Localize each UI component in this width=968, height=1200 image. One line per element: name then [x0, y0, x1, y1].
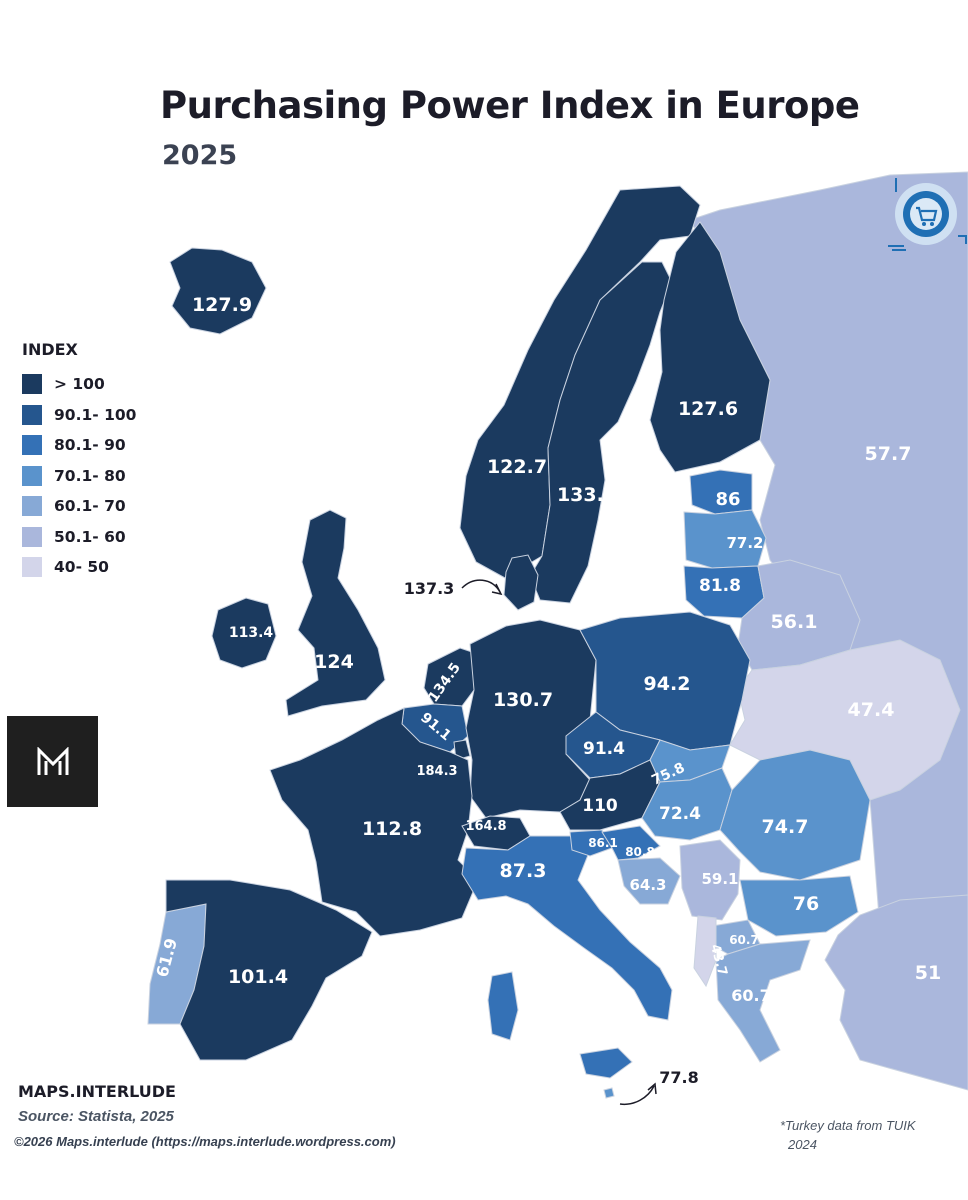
country-serbia [679, 839, 741, 921]
country-bulgaria [739, 875, 859, 937]
country-sardinia [487, 971, 519, 1041]
logo-mark [37, 746, 68, 775]
label-russia: 57.7 [865, 443, 912, 465]
label-ukraine: 47.4 [848, 699, 895, 721]
map-title: Purchasing Power Index in Europe [160, 84, 860, 127]
country-ireland [211, 597, 277, 669]
country-slovenia [569, 829, 613, 857]
country-denmark [503, 554, 539, 611]
legend-item: 90.1- 100 [22, 400, 136, 431]
label-denmark: 137.3 [404, 579, 455, 598]
legend-label: > 100 [54, 375, 105, 394]
label-austria: 110 [582, 796, 618, 816]
maps-interlude-logo [7, 716, 98, 807]
malta-pointer-arrow [619, 1085, 655, 1106]
country-finland [649, 221, 771, 473]
denmark-pointer-head [491, 583, 503, 596]
label-hungary: 72.4 [659, 804, 701, 824]
legend-label: 70.1- 80 [54, 466, 126, 485]
country-united-kingdom [285, 509, 386, 717]
turkey-footnote-line1: *Turkey data from TUIK [780, 1118, 916, 1133]
turkey-footnote: *Turkey data from TUIK 2024 [780, 1116, 945, 1154]
legend-swatch [22, 465, 42, 486]
label-spain: 101.4 [228, 966, 288, 988]
legend-label: 90.1- 100 [54, 405, 137, 424]
legend-item: 40- 50 [22, 552, 136, 583]
country-iceland [169, 247, 267, 335]
turkey-footnote-line2: 2024 [788, 1137, 817, 1152]
legend-item: 60.1- 70 [22, 491, 136, 522]
country-croatia [601, 825, 661, 861]
label-belarus: 56.1 [771, 611, 818, 633]
country-ukraine [729, 639, 961, 801]
label-slovenia: 86.1 [588, 836, 618, 850]
label-france: 112.8 [362, 818, 422, 840]
label-greece: 60.7 [731, 986, 770, 1005]
label-ireland: 113.4 [229, 625, 274, 641]
label-iceland: 127.9 [192, 294, 252, 316]
label-italy: 87.3 [500, 860, 547, 882]
label-finland: 127.6 [678, 398, 738, 420]
label-bulgaria: 76 [793, 893, 819, 915]
country-sweden [529, 261, 673, 604]
label-turkey: 51 [915, 962, 941, 984]
legend-title: INDEX [22, 340, 78, 359]
country-malta [603, 1087, 615, 1099]
country-sicily [579, 1047, 633, 1079]
label-sweden: 133.8 [557, 484, 617, 506]
label-estonia: 86 [715, 489, 740, 510]
country-albania [693, 915, 717, 988]
legend-item: 80.1- 90 [22, 430, 136, 461]
label-poland: 94.2 [644, 673, 691, 695]
source-note: Source: Statista, 2025 [18, 1108, 174, 1125]
country-bosnia [617, 857, 681, 905]
label-serbia: 59.1 [701, 870, 738, 888]
country-turkey [824, 894, 968, 1091]
label-czechia: 91.4 [583, 739, 625, 759]
label-macedonia: 60.7 [729, 933, 759, 947]
label-lithuania: 81.8 [699, 576, 741, 596]
label-switzerland: 164.8 [465, 819, 506, 834]
country-spain [165, 879, 373, 1061]
legend-swatch [22, 374, 42, 395]
legend-item: 70.1- 80 [22, 461, 136, 492]
label-norway: 122.7 [487, 456, 547, 478]
country-germany [465, 619, 597, 819]
label-latvia: 77.2 [726, 534, 763, 552]
label-bosnia: 64.3 [629, 876, 666, 894]
legend-swatch [22, 496, 42, 517]
legend-swatch [22, 404, 42, 425]
shopping-cart-icon [888, 178, 967, 251]
malta-pointer-head [647, 1082, 657, 1095]
legend-label: 60.1- 70 [54, 497, 126, 516]
legend-swatch [22, 526, 42, 547]
country-greece [715, 939, 811, 1063]
legend-label: 50.1- 60 [54, 527, 126, 546]
label-romania: 74.7 [762, 816, 809, 838]
map-subtitle: 2025 [162, 140, 238, 171]
legend-label: 40- 50 [54, 558, 109, 577]
legend-swatch [22, 557, 42, 578]
label-germany: 130.7 [493, 689, 553, 711]
denmark-pointer-arrow [461, 579, 501, 593]
legend-swatch [22, 435, 42, 456]
label-malta: 77.8 [659, 1068, 698, 1087]
legend-item: > 100 [22, 369, 136, 400]
legend-label: 80.1- 90 [54, 436, 126, 455]
label-croatia: 80.8 [625, 845, 655, 859]
country-netherlands [423, 647, 479, 707]
legend-item: 50.1- 60 [22, 522, 136, 553]
copyright-note: ©2026 Maps.interlude (https://maps.inter… [14, 1134, 396, 1149]
label-luxembourg: 184.3 [416, 764, 457, 779]
legend: INDEX > 100 90.1- 100 80.1- 90 70.1- 80 … [22, 340, 136, 583]
brand-name: MAPS.INTERLUDE [18, 1082, 176, 1101]
country-romania [719, 749, 871, 881]
country-latvia [683, 509, 767, 569]
label-uk: 124 [314, 651, 354, 673]
country-austria [559, 759, 661, 831]
